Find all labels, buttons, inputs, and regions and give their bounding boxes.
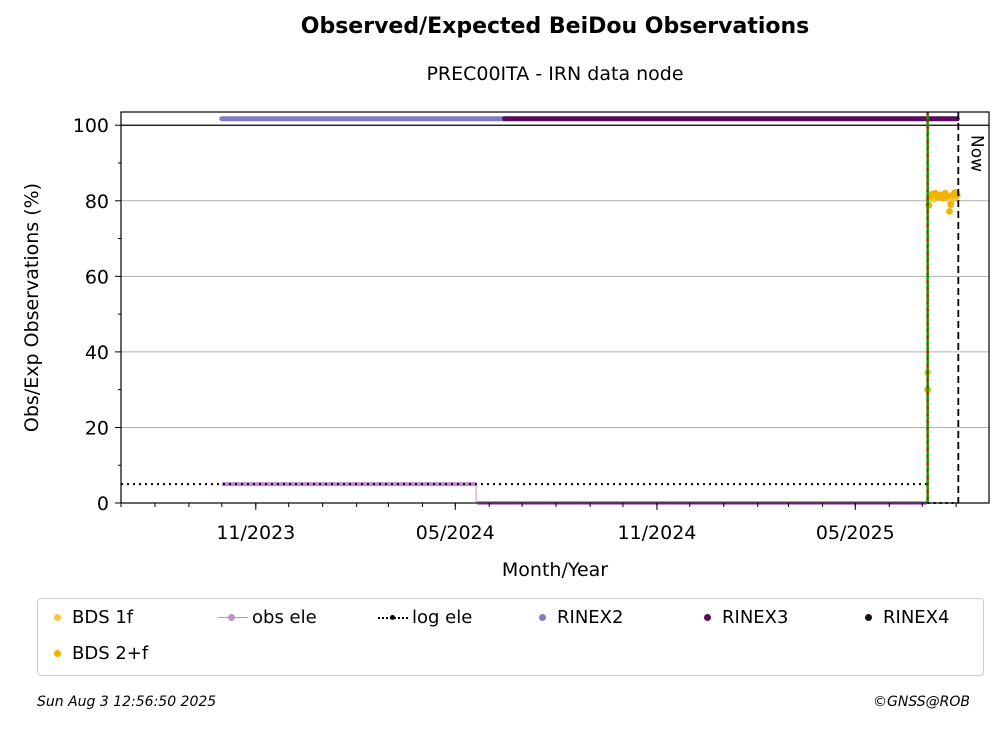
legend-item-bds-1f: BDS 1f <box>50 607 133 628</box>
x-tick-label: 11/2023 <box>216 522 295 544</box>
legend-marker-rinex4 <box>861 608 879 628</box>
x-tick-label: 05/2024 <box>416 522 495 544</box>
legend-label-rinex4: RINEX4 <box>883 607 950 628</box>
y-tick-label-60: 60 <box>85 266 109 288</box>
legend-item-rinex4: RINEX4 <box>861 607 949 628</box>
legend-item-log-ele: log ele <box>378 607 472 628</box>
legend-label-rinex2: RINEX2 <box>557 607 624 628</box>
legend-item-obs-ele: obs ele <box>218 607 317 628</box>
vertical-lines <box>926 112 960 503</box>
x-axis: 11/2023 05/2024 11/2024 05/2025 <box>120 503 957 544</box>
legend-marker-rinex3 <box>700 608 718 628</box>
legend-label-bds-2-f: BDS 2+f <box>72 643 149 664</box>
y-tick-label-20: 20 <box>85 417 109 439</box>
footer-copyright: ©GNSS@ROB <box>873 694 970 710</box>
bds-2-f-point <box>946 207 953 215</box>
bds-2-f-point <box>943 192 951 200</box>
chart-subtitle: PREC00ITA - IRN data node <box>426 63 684 85</box>
y-axis-label: Obs/Exp Observations (%) <box>21 183 43 432</box>
legend-item-rinex3: RINEX3 <box>700 607 788 628</box>
legend: BDS 1f obs ele log ele RINEX2 RINEX3 RINEX4 BD… <box>37 598 984 676</box>
legend-label-bds-1f: BDS 1f <box>72 607 134 628</box>
now-label: Now <box>966 135 986 172</box>
grid-lines <box>121 124 989 504</box>
footer-timestamp: Sun Aug 3 12:56:50 2025 <box>37 694 217 710</box>
y-tick-label-100: 100 <box>73 115 109 137</box>
chart-title: Observed/Expected BeiDou Observations <box>300 14 810 39</box>
legend-marker-log-ele <box>378 608 408 628</box>
legend-marker-bds-1f <box>50 608 68 628</box>
legend-label-log-ele: log ele <box>412 607 473 628</box>
series-layer <box>121 116 961 505</box>
plot-frame <box>120 111 990 504</box>
y-axis: 0 20 40 60 80 100 <box>73 115 121 515</box>
legend-item-rinex2: RINEX2 <box>535 607 623 628</box>
bds-2-f-point <box>947 201 955 208</box>
legend-marker-rinex2 <box>535 608 553 628</box>
bds-2-f-point <box>953 191 961 199</box>
chart-svg: 0 20 40 60 80 100 11/2023 05/2024 11/2024 05/202… <box>21 111 990 581</box>
legend-marker-bds-2-f <box>50 644 68 664</box>
legend-label-obs-ele: obs ele <box>252 607 317 628</box>
y-tick-label-0: 0 <box>97 493 109 515</box>
x-tick-label: 11/2024 <box>617 522 696 544</box>
legend-item-bds-2-f: BDS 2+f <box>50 643 148 664</box>
y-tick-label-80: 80 <box>85 191 109 213</box>
y-tick-label-40: 40 <box>85 342 109 364</box>
legend-marker-obs-ele <box>218 608 248 628</box>
x-tick-label: 05/2025 <box>816 522 895 544</box>
legend-label-rinex3: RINEX3 <box>722 607 789 628</box>
x-axis-label: Month/Year <box>502 559 608 581</box>
